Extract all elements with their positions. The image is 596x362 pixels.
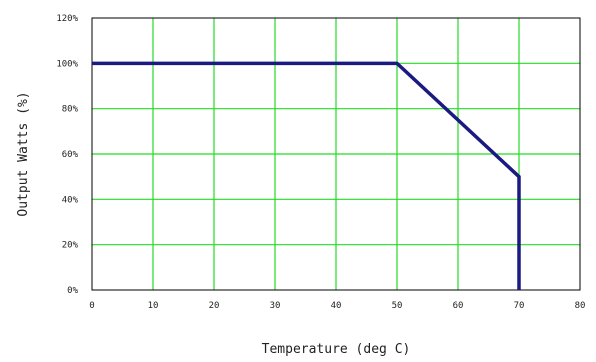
x-tick-label: 10 — [148, 301, 159, 311]
x-tick-label: 40 — [331, 301, 342, 311]
derating-curve — [92, 61, 521, 290]
x-tick-label: 30 — [270, 301, 281, 311]
x-tick-label: 80 — [575, 301, 586, 311]
series-group — [92, 61, 521, 290]
y-axis-title: Output Watts (%) — [16, 91, 31, 216]
x-tick-label: 20 — [209, 301, 220, 311]
plot-frame — [91, 17, 581, 291]
y-tick-label: 60% — [62, 150, 79, 160]
y-tick-label: 40% — [62, 195, 79, 205]
x-tick-label: 70 — [514, 301, 525, 311]
y-tick-label: 20% — [62, 241, 79, 251]
tick-labels: 0 10 20 30 40 50 60 70 80 0% 20% 40% 60% 80% 100% 120% — [56, 14, 585, 311]
y-tick-label: 120% — [56, 14, 78, 24]
x-tick-label: 50 — [392, 301, 403, 311]
x-axis-title: Temperature (deg C) — [262, 342, 411, 357]
y-tick-label: 0% — [67, 286, 78, 296]
x-tick-label: 60 — [453, 301, 464, 311]
y-tick-label: 100% — [56, 59, 78, 69]
x-tick-label: 0 — [89, 301, 94, 311]
y-tick-label: 80% — [62, 105, 79, 115]
